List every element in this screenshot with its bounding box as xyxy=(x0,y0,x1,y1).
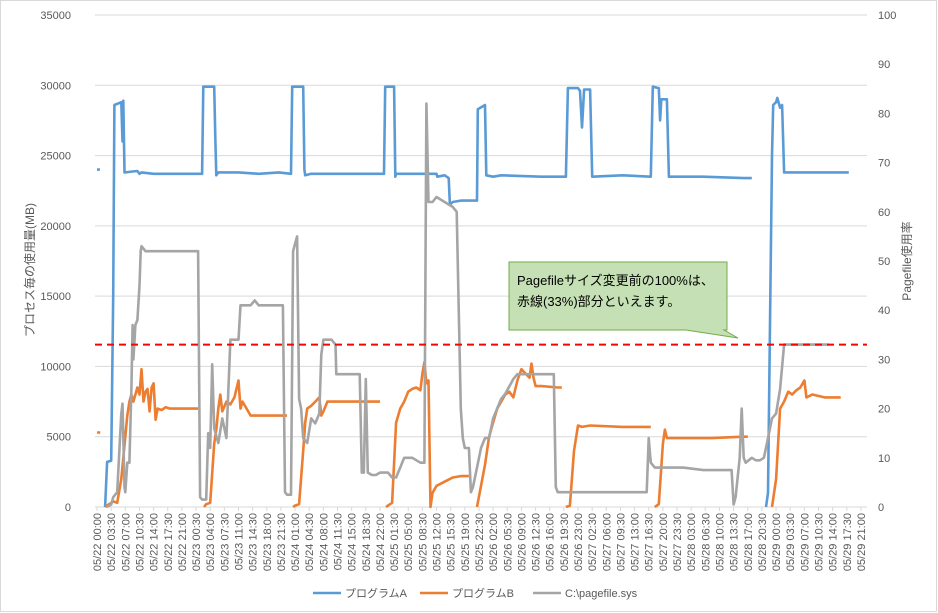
series-line-1 xyxy=(97,360,841,509)
x-tick-label: 05/23 07:30 xyxy=(219,513,231,571)
x-tick-label: 05/25 05:00 xyxy=(403,513,415,571)
left-y-axis-ticks: 0 5000 10000 15000 20000 25000 30000 35000 xyxy=(40,10,71,514)
x-tick-label: 05/27 02:30 xyxy=(587,513,599,571)
x-tick-label: 05/29 17:30 xyxy=(842,513,854,571)
x-tick-label: 05/22 03:30 xyxy=(106,513,118,571)
x-tick-label: 05/24 18:30 xyxy=(361,513,373,571)
x-tick-label: 05/29 21:00 xyxy=(856,513,868,571)
x-tick-label: 05/29 03:30 xyxy=(785,513,797,571)
x-tick-label: 05/23 14:30 xyxy=(248,513,260,571)
x-tick-label: 05/24 22:00 xyxy=(375,513,387,571)
x-tick-label: 05/22 07:00 xyxy=(120,513,132,571)
x-tick-label: 05/26 19:30 xyxy=(559,513,571,571)
x-tick-label: 05/22 00:00 xyxy=(92,513,104,571)
y-tick-label-left: 0 xyxy=(65,502,71,514)
x-tick-label: 05/25 22:30 xyxy=(474,513,486,571)
y-tick-label-left: 10000 xyxy=(40,361,71,373)
x-tick-label: 05/23 04:00 xyxy=(205,513,217,571)
legend-label: プログラムB xyxy=(452,586,514,600)
y-tick-label-right: 50 xyxy=(878,256,890,268)
y-tick-label-right: 40 xyxy=(878,305,890,317)
legend-label: プログラムA xyxy=(345,586,408,600)
y-tick-label-right: 0 xyxy=(878,502,884,514)
annotation-callout: Pagefileサイズ変更前の100%は、 赤線(33%)部分といえます。 xyxy=(508,261,739,339)
y-tick-label-right: 30 xyxy=(878,354,890,366)
y-tick-label-left: 20000 xyxy=(40,221,71,233)
x-tick-label: 05/28 03:00 xyxy=(686,513,698,571)
right-y-axis-ticks: 0 10 20 30 40 50 60 70 80 90 100 xyxy=(878,10,896,514)
x-tick-label: 05/22 10:30 xyxy=(134,513,146,571)
x-tick-label: 05/23 21:30 xyxy=(276,513,288,571)
x-tick-label: 05/28 20:30 xyxy=(757,513,769,571)
y-axis-title-right: Pagefile使用率 xyxy=(899,221,914,300)
legend: プログラムA プログラムB C:\pagefile.sys xyxy=(313,586,638,600)
x-tick-label: 05/28 10:00 xyxy=(714,513,726,571)
y-tick-label-right: 80 xyxy=(878,108,890,120)
x-tick-label: 05/27 06:00 xyxy=(601,513,613,571)
x-tick-label: 05/26 16:00 xyxy=(545,513,557,571)
x-tick-label: 05/29 07:00 xyxy=(799,513,811,571)
x-tick-label: 05/28 13:30 xyxy=(729,513,741,571)
callout-text-line-1: Pagefileサイズ変更前の100%は、 xyxy=(517,273,714,288)
x-tick-label: 05/24 04:30 xyxy=(304,513,316,571)
y-tick-label-right: 60 xyxy=(878,207,890,219)
x-tick-label: 05/25 15:30 xyxy=(446,513,458,571)
x-tick-label: 05/25 08:30 xyxy=(417,513,429,571)
x-tick-label: 05/26 02:00 xyxy=(488,513,500,571)
y-tick-label-left: 35000 xyxy=(40,10,71,22)
x-tick-label: 05/25 12:00 xyxy=(432,513,444,571)
callout-box xyxy=(508,261,739,339)
x-tick-label: 05/25 19:00 xyxy=(460,513,472,571)
x-tick-label: 05/22 14:00 xyxy=(149,513,161,571)
y-tick-label-left: 5000 xyxy=(47,432,71,444)
y-tick-label-left: 15000 xyxy=(40,291,71,303)
x-tick-label: 05/27 20:00 xyxy=(658,513,670,571)
x-tick-label: 05/27 13:00 xyxy=(630,513,642,571)
series-line-2 xyxy=(106,102,829,509)
x-tick-label: 05/22 21:00 xyxy=(177,513,189,571)
y-tick-label-right: 20 xyxy=(878,404,890,416)
series-lines xyxy=(97,85,849,509)
x-tick-label: 05/22 17:30 xyxy=(163,513,175,571)
x-tick-label: 05/25 01:30 xyxy=(389,513,401,571)
x-tick-label: 05/29 14:00 xyxy=(828,513,840,571)
x-tick-label: 05/23 18:00 xyxy=(262,513,274,571)
x-tick-label: 05/29 10:30 xyxy=(813,513,825,571)
x-tick-label: 05/28 17:00 xyxy=(743,513,755,571)
x-tick-label: 05/27 16:30 xyxy=(644,513,656,571)
y-tick-label-left: 30000 xyxy=(40,80,71,92)
x-tick-label: 05/28 06:30 xyxy=(700,513,712,571)
x-tick-label: 05/26 12:30 xyxy=(531,513,543,571)
x-tick-label: 05/24 08:00 xyxy=(318,513,330,571)
callout-text-line-2: 赤線(33%)部分といえます。 xyxy=(517,294,680,309)
y-tick-label-right: 100 xyxy=(878,10,896,22)
x-tick-label: 05/24 01:00 xyxy=(290,513,302,571)
x-tick-label: 05/24 15:00 xyxy=(347,513,359,571)
x-tick-label: 05/29 00:00 xyxy=(771,513,783,571)
x-tick-label: 05/27 09:30 xyxy=(615,513,627,571)
y-tick-label-left: 25000 xyxy=(40,151,71,163)
x-tick-label: 05/26 23:00 xyxy=(573,513,585,571)
legend-label: C:\pagefile.sys xyxy=(565,588,638,600)
x-tick-label: 05/23 00:30 xyxy=(191,513,203,571)
y-tick-label-right: 90 xyxy=(878,59,890,71)
x-tick-label: 05/23 11:00 xyxy=(233,513,245,570)
y-tick-label-right: 70 xyxy=(878,158,890,170)
x-tick-label: 05/26 05:30 xyxy=(502,513,514,571)
x-tick-label: 05/24 11:30 xyxy=(333,513,345,570)
x-axis-ticks: 05/22 00:00 05/22 03:30 05/22 07:00 05/22 1… xyxy=(92,507,868,571)
x-tick-label: 05/27 23:30 xyxy=(672,513,684,571)
y-axis-title-left: プロセス毎の使用量(MB) xyxy=(22,203,37,337)
y-tick-label-right: 10 xyxy=(878,453,890,465)
series-line-0 xyxy=(97,85,849,508)
x-tick-label: 05/26 09:00 xyxy=(516,513,528,571)
